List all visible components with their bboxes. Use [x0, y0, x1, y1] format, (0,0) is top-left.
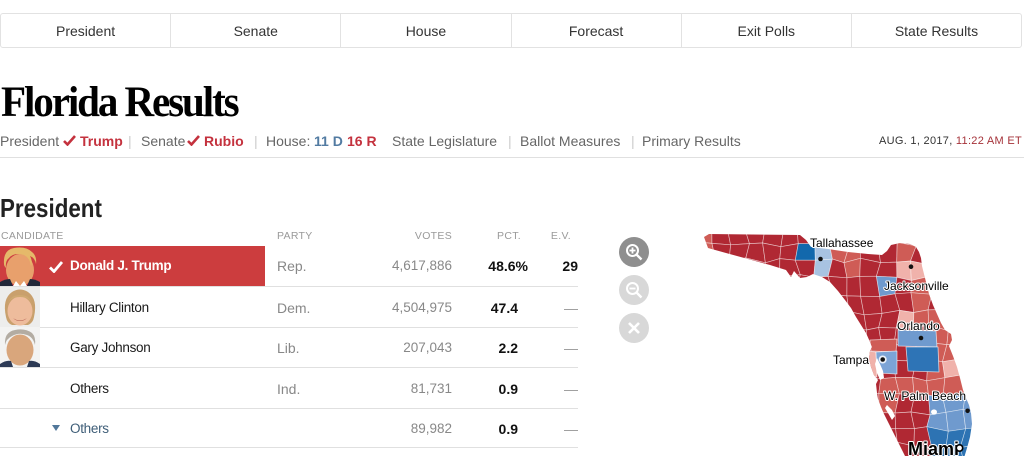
svg-text:Tampa: Tampa [833, 353, 869, 367]
svg-text:Tallahassee: Tallahassee [810, 236, 874, 250]
svg-text:Jacksonville: Jacksonville [884, 279, 949, 293]
svg-text:Miami: Miami [908, 439, 959, 456]
svg-text:W. Palm Beach: W. Palm Beach [884, 389, 966, 403]
svg-text:Orlando: Orlando [897, 319, 940, 333]
